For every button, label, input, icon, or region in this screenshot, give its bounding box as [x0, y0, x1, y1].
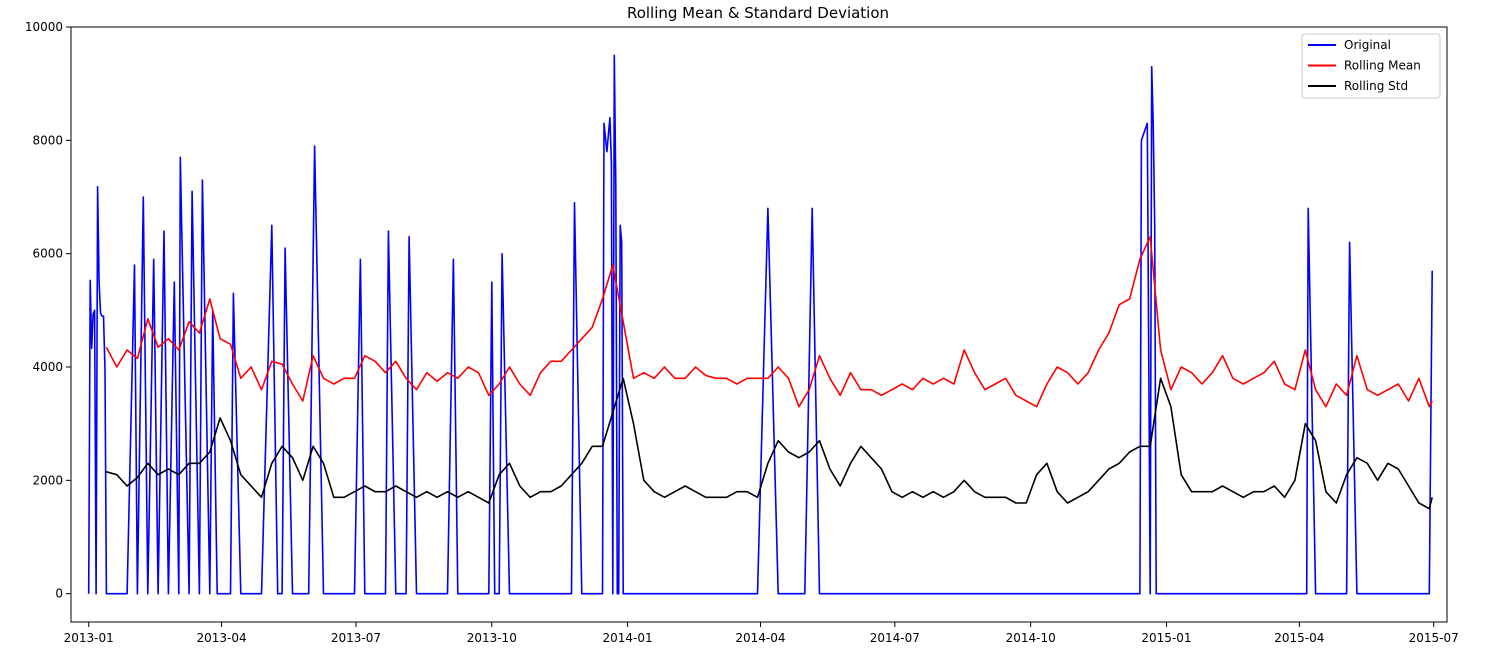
x-tick-label: 2013-07 — [331, 631, 381, 645]
plot-area — [87, 54, 1433, 595]
x-tick-label: 2015-01 — [1141, 631, 1191, 645]
x-tick-label: 2015-04 — [1274, 631, 1324, 645]
plot-frame — [70, 26, 1448, 623]
x-tick-label: 2014-04 — [735, 631, 785, 645]
legend: Original Rolling Mean Rolling Std — [1301, 33, 1441, 99]
legend-label: Rolling Std — [1344, 79, 1408, 93]
x-tick-label: 2013-04 — [197, 631, 247, 645]
x-tick-label: 2014-01 — [603, 631, 653, 645]
series-line-rolling-mean — [105, 235, 1433, 408]
axes: 0 2000 4000 6000 8000 10000 2013-01 2013-04 2013… — [25, 20, 1459, 645]
x-tick-label: 2014-10 — [1006, 631, 1056, 645]
legend-box — [1301, 33, 1441, 99]
y-tick-label: 0 — [55, 587, 63, 601]
x-tick-label: 2014-07 — [870, 631, 920, 645]
x-tick-label: 2013-10 — [467, 631, 517, 645]
y-tick-label: 6000 — [32, 247, 63, 261]
series-line-original — [87, 54, 1433, 595]
legend-label: Rolling Mean — [1344, 59, 1421, 73]
y-tick-label: 2000 — [32, 473, 63, 487]
x-tick-label: 2013-01 — [64, 631, 114, 645]
x-tick-label: 2015-07 — [1409, 631, 1459, 645]
y-tick-label: 4000 — [32, 360, 63, 374]
y-tick-label: 8000 — [32, 133, 63, 147]
y-tick-label: 10000 — [25, 20, 63, 34]
series-line-rolling-std — [106, 377, 1433, 510]
legend-label: Original — [1344, 38, 1391, 52]
chart-title: Rolling Mean & Standard Deviation — [627, 4, 889, 22]
